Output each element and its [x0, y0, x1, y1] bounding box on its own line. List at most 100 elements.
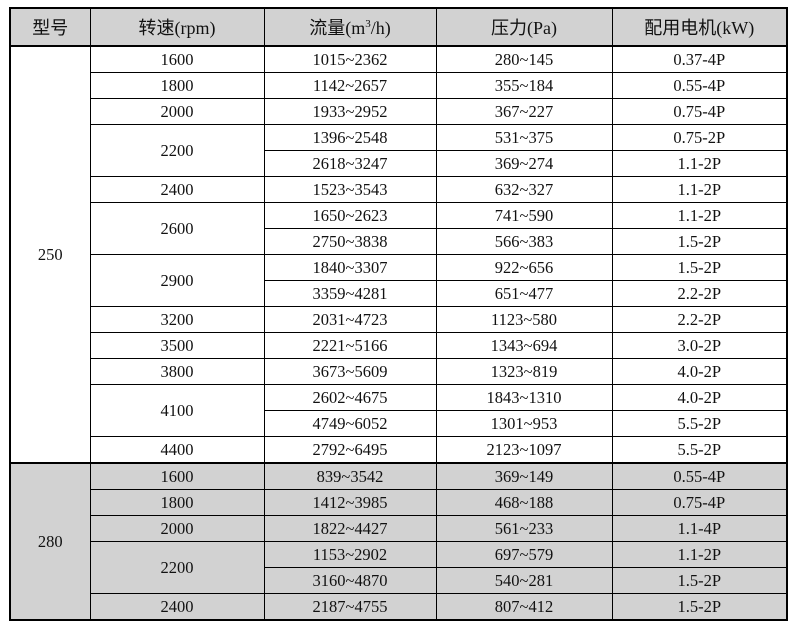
speed-cell: 2600	[89, 202, 265, 255]
motor-cell: 1.1-2P	[611, 176, 788, 203]
table-row: 2600 1650~2623 741~590 1.1-2P	[10, 202, 788, 255]
motor-cell: 0.75-4P	[611, 489, 788, 516]
pressure-cell: 922~656	[435, 254, 613, 281]
speed-cell: 2000	[89, 515, 265, 542]
flow-cell: 2750~3838	[263, 228, 437, 255]
flow-cell: 2602~4675	[263, 384, 437, 411]
table-row: 3359~4281 651~477 2.2-2P	[10, 280, 788, 307]
section-250: 250 1600 1015~2362 280~145 0.37-4P 1800 …	[9, 45, 788, 464]
model-cell-250: 250	[9, 45, 91, 464]
motor-cell: 1.5-2P	[611, 228, 788, 255]
table-row: 3200 2031~4723 1123~580 2.2-2P	[10, 306, 788, 333]
table-row: 2900 1840~3307 922~656 1.5-2P	[10, 254, 788, 307]
flow-cell: 3160~4870	[263, 567, 437, 594]
pressure-cell: 651~477	[435, 280, 613, 307]
flow-cell: 2031~4723	[263, 306, 437, 333]
table-row: 2200 1396~2548 531~375 0.75-2P	[10, 124, 788, 177]
table-row: 2000 1933~2952 367~227 0.75-4P	[10, 98, 788, 125]
flow-cell: 1650~2623	[263, 202, 437, 229]
header-model: 型号	[9, 7, 91, 47]
speed-cell: 4400	[89, 436, 265, 464]
fan-spec-table: 型号 转速(rpm) 流量(m3/h) 压力(Pa) 配用电机(kW) 250 …	[9, 7, 788, 621]
flow-cell: 1142~2657	[263, 72, 437, 99]
section-280: 280 1600 839~3542 369~149 0.55-4P 1800 1…	[9, 462, 788, 621]
table-row: 4749~6052 1301~953 5.5-2P	[10, 410, 788, 437]
pressure-cell: 1323~819	[435, 358, 613, 385]
pressure-cell: 632~327	[435, 176, 613, 203]
table-row: 2400 1523~3543 632~327 1.1-2P	[10, 176, 788, 203]
pressure-cell: 741~590	[435, 202, 613, 229]
pressure-cell: 369~149	[435, 462, 613, 490]
header-motor: 配用电机(kW)	[611, 7, 788, 47]
pressure-cell: 807~412	[435, 593, 613, 621]
motor-cell: 1.1-2P	[611, 150, 788, 177]
table-row: 2000 1822~4427 561~233 1.1-4P	[10, 515, 788, 542]
pressure-cell: 1343~694	[435, 332, 613, 359]
header-row: 型号 转速(rpm) 流量(m3/h) 压力(Pa) 配用电机(kW)	[9, 7, 788, 47]
motor-cell: 1.1-2P	[611, 541, 788, 568]
header-flow-prefix: 流量(m	[309, 18, 366, 38]
speed-cell: 2400	[89, 176, 265, 203]
flow-cell: 2792~6495	[263, 436, 437, 464]
table-row: 1800 1142~2657 355~184 0.55-4P	[10, 72, 788, 99]
speed-cell: 1600	[89, 45, 265, 73]
table-row: 3800 3673~5609 1323~819 4.0-2P	[10, 358, 788, 385]
flow-cell: 3359~4281	[263, 280, 437, 307]
header-pressure: 压力(Pa)	[435, 7, 613, 47]
speed-cell: 2200	[89, 124, 265, 177]
flow-cell: 1396~2548	[263, 124, 437, 151]
flow-cell: 4749~6052	[263, 410, 437, 437]
header-flow-suffix: /h)	[370, 18, 391, 38]
motor-cell: 0.55-4P	[611, 462, 788, 490]
motor-cell: 2.2-2P	[611, 306, 788, 333]
flow-cell: 1840~3307	[263, 254, 437, 281]
pressure-cell: 561~233	[435, 515, 613, 542]
motor-cell: 5.5-2P	[611, 410, 788, 437]
motor-cell: 1.5-2P	[611, 567, 788, 594]
header-flow: 流量(m3/h)	[263, 7, 437, 47]
pressure-cell: 1123~580	[435, 306, 613, 333]
motor-cell: 4.0-2P	[611, 358, 788, 385]
pressure-cell: 566~383	[435, 228, 613, 255]
speed-cell: 1800	[89, 489, 265, 516]
speed-cell: 1600	[89, 462, 265, 490]
table-row: 2400 2187~4755 807~412 1.5-2P	[10, 593, 788, 621]
model-cell-280: 280	[9, 462, 91, 621]
flow-cell: 1933~2952	[263, 98, 437, 125]
flow-cell: 3673~5609	[263, 358, 437, 385]
motor-cell: 0.37-4P	[611, 45, 788, 73]
speed-cell: 4100	[89, 384, 265, 437]
table-row: 1800 1412~3985 468~188 0.75-4P	[10, 489, 788, 516]
pressure-cell: 540~281	[435, 567, 613, 594]
flow-cell: 1015~2362	[263, 45, 437, 73]
table-row: 250 1600 1015~2362 280~145 0.37-4P	[9, 45, 788, 464]
speed-cell: 3800	[89, 358, 265, 385]
speed-cell: 2200	[89, 541, 265, 594]
pressure-cell: 2123~1097	[435, 436, 613, 464]
pressure-cell: 468~188	[435, 489, 613, 516]
pressure-cell: 367~227	[435, 98, 613, 125]
motor-cell: 1.1-2P	[611, 202, 788, 229]
flow-cell: 1822~4427	[263, 515, 437, 542]
motor-cell: 4.0-2P	[611, 384, 788, 411]
motor-cell: 2.2-2P	[611, 280, 788, 307]
motor-cell: 1.5-2P	[611, 593, 788, 621]
motor-cell: 5.5-2P	[611, 436, 788, 464]
header-speed: 转速(rpm)	[89, 7, 265, 47]
motor-cell: 0.75-2P	[611, 124, 788, 151]
motor-cell: 3.0-2P	[611, 332, 788, 359]
flow-cell: 1412~3985	[263, 489, 437, 516]
table-row: 3500 2221~5166 1343~694 3.0-2P	[10, 332, 788, 359]
speed-cell: 2000	[89, 98, 265, 125]
flow-cell: 1523~3543	[263, 176, 437, 203]
speed-cell: 1800	[89, 72, 265, 99]
speed-cell: 2900	[89, 254, 265, 307]
table-row: 3160~4870 540~281 1.5-2P	[10, 567, 788, 594]
motor-cell: 0.55-4P	[611, 72, 788, 99]
flow-cell: 2618~3247	[263, 150, 437, 177]
speed-cell: 3500	[89, 332, 265, 359]
table-row: 2618~3247 369~274 1.1-2P	[10, 150, 788, 177]
motor-cell: 1.5-2P	[611, 254, 788, 281]
flow-cell: 1153~2902	[263, 541, 437, 568]
